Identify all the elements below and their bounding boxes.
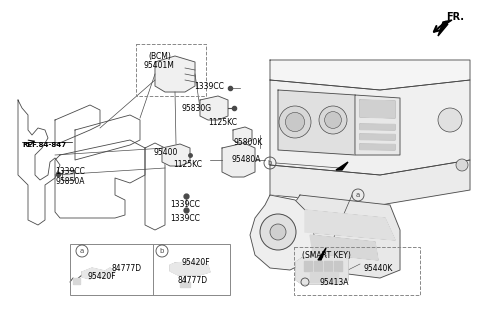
Text: b: b	[268, 160, 272, 166]
Text: REF.84-847: REF.84-847	[22, 142, 66, 148]
Circle shape	[438, 108, 462, 132]
Polygon shape	[438, 20, 452, 36]
Polygon shape	[270, 80, 470, 175]
Polygon shape	[336, 162, 348, 170]
Polygon shape	[310, 272, 338, 282]
Circle shape	[456, 159, 468, 171]
Polygon shape	[360, 134, 395, 140]
Polygon shape	[73, 278, 80, 284]
Text: 95850A: 95850A	[55, 177, 84, 186]
Polygon shape	[233, 127, 252, 143]
Polygon shape	[155, 56, 195, 92]
Text: 95401M: 95401M	[143, 61, 174, 70]
Polygon shape	[360, 100, 395, 118]
Polygon shape	[334, 261, 342, 271]
Text: 1339CC: 1339CC	[170, 200, 200, 209]
Text: 95480A: 95480A	[232, 155, 262, 164]
Circle shape	[270, 224, 286, 240]
Polygon shape	[270, 160, 470, 205]
Polygon shape	[314, 261, 322, 271]
Polygon shape	[355, 95, 400, 155]
Polygon shape	[180, 282, 190, 287]
Circle shape	[279, 106, 311, 138]
Text: 95400: 95400	[153, 148, 178, 157]
Text: 1339CC: 1339CC	[55, 167, 85, 176]
Text: 95830G: 95830G	[182, 104, 212, 113]
Polygon shape	[170, 261, 210, 275]
Polygon shape	[296, 256, 348, 284]
Text: 95420F: 95420F	[181, 258, 210, 267]
Polygon shape	[324, 261, 332, 271]
Polygon shape	[250, 195, 315, 270]
Polygon shape	[310, 235, 378, 260]
Bar	[294, 247, 420, 295]
Polygon shape	[62, 170, 74, 180]
Text: 95800K: 95800K	[233, 138, 262, 147]
Polygon shape	[360, 124, 395, 130]
Polygon shape	[82, 268, 115, 279]
Text: 84777D: 84777D	[178, 276, 208, 285]
Polygon shape	[290, 195, 400, 278]
Circle shape	[260, 214, 296, 250]
Text: (BCM): (BCM)	[148, 52, 171, 61]
Polygon shape	[305, 210, 395, 240]
Bar	[70, 244, 230, 295]
Text: FR.: FR.	[446, 12, 464, 22]
Text: 95420F: 95420F	[88, 272, 117, 281]
Text: a: a	[80, 248, 84, 254]
Text: 95413A: 95413A	[320, 278, 349, 287]
Text: 1125KC: 1125KC	[173, 160, 202, 169]
Polygon shape	[304, 261, 312, 271]
Polygon shape	[318, 248, 326, 260]
Polygon shape	[222, 143, 255, 177]
Text: 84777D: 84777D	[112, 264, 142, 273]
Polygon shape	[278, 90, 355, 155]
Text: (SMART KEY): (SMART KEY)	[302, 251, 351, 260]
Text: 1339CC: 1339CC	[170, 214, 200, 223]
Polygon shape	[360, 144, 395, 150]
Text: 95440K: 95440K	[364, 264, 394, 273]
Text: 1125KC: 1125KC	[208, 118, 237, 127]
Text: a: a	[356, 192, 360, 198]
Polygon shape	[200, 96, 228, 120]
Bar	[136, 44, 206, 96]
Circle shape	[286, 112, 305, 132]
Text: b: b	[160, 248, 164, 254]
Text: 1339CC: 1339CC	[194, 82, 224, 91]
Circle shape	[319, 106, 347, 134]
Circle shape	[324, 112, 341, 128]
Polygon shape	[162, 144, 190, 166]
Polygon shape	[270, 60, 470, 90]
